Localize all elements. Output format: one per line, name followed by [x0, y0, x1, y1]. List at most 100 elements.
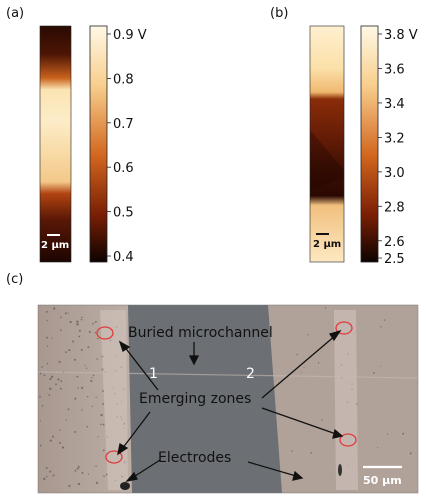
arrow-electrodes-left: [131, 459, 161, 479]
speckle: [91, 405, 93, 407]
speckle: [59, 441, 61, 444]
label-electrodes: Electrodes: [158, 450, 231, 466]
colorbar-tick-label: 3.8 V: [384, 28, 418, 43]
speckle: [291, 450, 293, 452]
speckle: [69, 320, 72, 324]
colorbar-tick-label: 3.4: [384, 97, 405, 112]
speckle: [74, 469, 77, 472]
colorbar-a: 0.9 V 0.8 0.7 0.6 0.5 0.4: [89, 25, 147, 265]
speckle: [59, 316, 62, 319]
speckle: [50, 375, 54, 378]
speckle: [84, 364, 86, 366]
speckle: [90, 380, 93, 383]
speckle: [39, 420, 41, 422]
speckle: [49, 470, 52, 473]
speckle: [73, 358, 76, 361]
speckle: [74, 430, 77, 433]
arrow-electrodes-right: [247, 461, 297, 477]
speckle: [92, 322, 94, 325]
speckle: [78, 329, 81, 332]
speckle: [67, 408, 70, 411]
colorbar-tick-label: 0.4: [113, 250, 134, 265]
speckle: [96, 337, 99, 340]
speckle: [100, 413, 103, 417]
speckle: [95, 465, 97, 468]
colorbar-tick-label: 3.2: [384, 131, 405, 146]
emerging-marker-bl: [105, 450, 123, 464]
speckle: [65, 351, 68, 354]
speckle: [383, 319, 386, 321]
colorbar-tick-label: 0.9 V: [113, 28, 147, 43]
speckle: [72, 340, 75, 343]
speckle: [91, 377, 93, 379]
label-channel-end-2: 2: [246, 366, 255, 382]
speckle: [102, 449, 105, 452]
afm-map-a: [39, 25, 72, 263]
speckle: [81, 386, 84, 389]
speckle: [59, 387, 62, 390]
speckle: [81, 316, 83, 319]
speckle: [102, 403, 105, 405]
panel-label-c: (c): [6, 272, 24, 287]
speckle: [380, 326, 382, 328]
speckle: [80, 348, 83, 351]
colorbar-tick-label: 3.0: [384, 166, 405, 181]
speckle: [74, 397, 77, 400]
speckle: [76, 375, 79, 378]
speckle: [102, 390, 104, 392]
arrow-emerging-bl: [121, 411, 151, 450]
speckle: [87, 473, 90, 475]
speckle: [303, 367, 305, 369]
speckle: [43, 374, 46, 377]
speckle: [46, 475, 48, 478]
speckle: [77, 387, 80, 389]
speckle: [76, 320, 79, 323]
colorbar-b: 3.8 V 3.6 3.4 3.2 3.0 2.8 2.6 2.5: [360, 25, 418, 267]
speckle: [46, 310, 48, 313]
speckle: [324, 307, 327, 309]
speckle: [43, 477, 46, 481]
speckle: [317, 362, 320, 364]
scalebar-a-label: 2 µm: [41, 240, 69, 251]
speckle: [49, 387, 52, 391]
speckle: [85, 367, 88, 369]
speckle: [97, 436, 99, 438]
speckle: [100, 423, 102, 426]
colorbar-tick-label: 0.8: [113, 72, 134, 87]
speckle: [409, 452, 412, 455]
speckle: [64, 312, 67, 315]
speckle: [86, 425, 89, 428]
speckle: [46, 362, 49, 365]
speckle: [46, 336, 49, 339]
colorbar-tick-label: 2.8: [384, 200, 405, 215]
speckle: [48, 394, 51, 396]
speckle: [53, 307, 56, 310]
speckle: [55, 383, 58, 386]
speckle: [94, 321, 97, 323]
speckle: [46, 319, 48, 322]
micrograph-c: [37, 305, 419, 493]
speckle: [92, 374, 95, 377]
speckle: [373, 372, 375, 374]
speckle: [87, 346, 90, 349]
speckle: [76, 323, 79, 326]
afm-map-b: [309, 25, 345, 263]
arrow-emerging-br: [261, 407, 337, 435]
speckle: [321, 419, 323, 421]
label-channel-end-1: 1: [149, 366, 158, 382]
arrow-emerging-tl: [123, 345, 159, 391]
speckle: [77, 465, 80, 468]
arrow-emerging-tr: [261, 334, 337, 399]
speckle: [307, 334, 309, 336]
emerging-marker-tl: [96, 326, 114, 340]
speckle: [95, 396, 97, 399]
scalebar-b-label: 2 µm: [313, 239, 341, 250]
speckle: [59, 429, 61, 431]
speckle: [296, 353, 298, 356]
speckle: [52, 435, 55, 438]
speckle: [81, 409, 83, 411]
speckle: [95, 481, 99, 484]
speckle: [60, 329, 62, 332]
colorbar-tick-label: 3.6: [384, 62, 405, 77]
speckle: [76, 467, 79, 470]
